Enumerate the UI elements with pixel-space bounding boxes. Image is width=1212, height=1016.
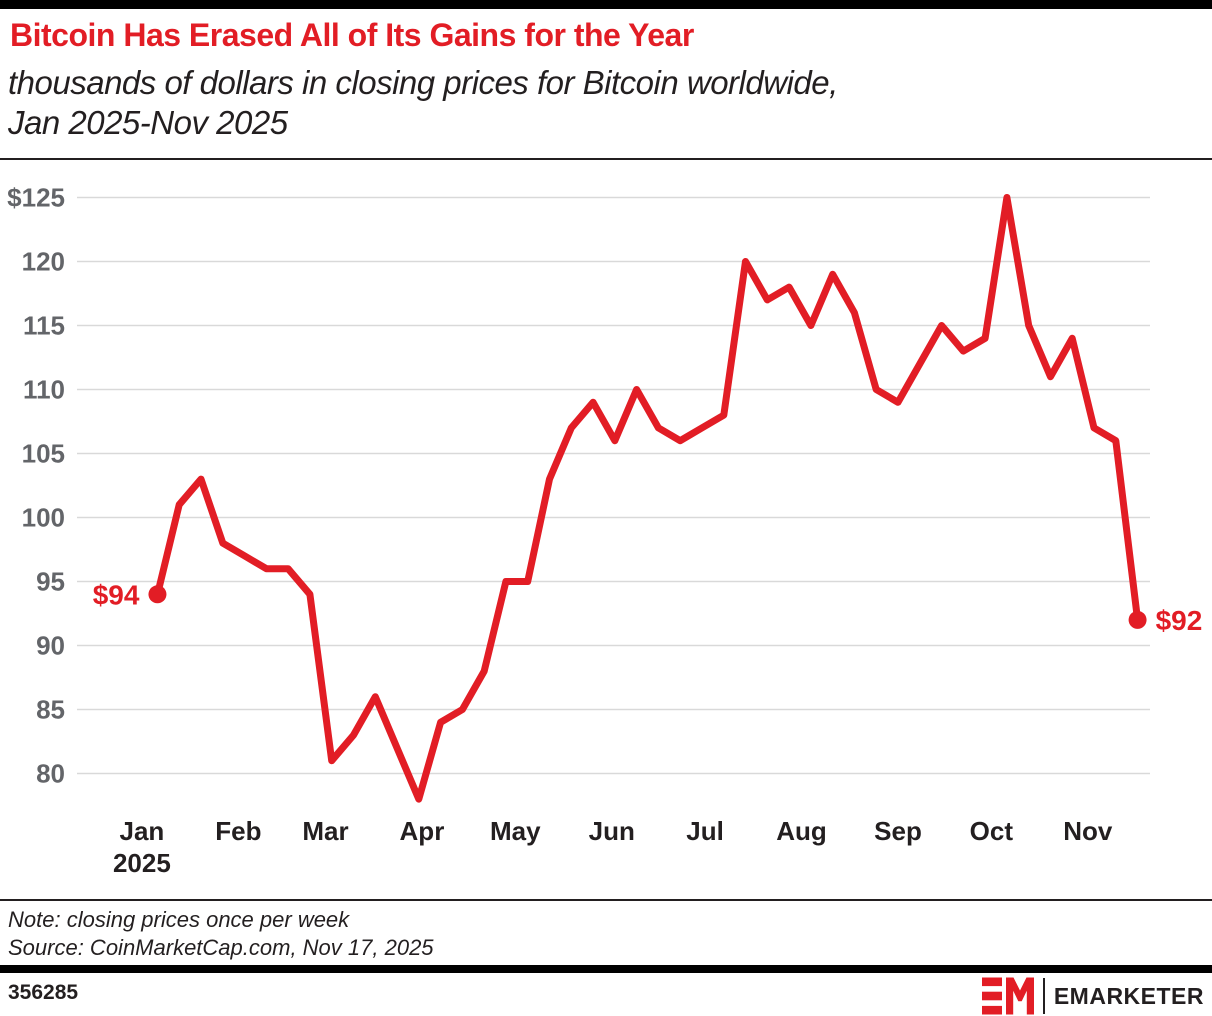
emarketer-brand-text: EMARKETER (1053, 982, 1204, 1009)
price-line (154, 194, 1142, 803)
footer-black-bar (0, 965, 1212, 973)
y-axis-tick-label: 105 (22, 439, 65, 469)
x-axis-year-label: 2025 (113, 848, 171, 878)
note-divider (0, 899, 1212, 901)
y-axis-tick-label: 100 (22, 503, 65, 533)
y-axis-tick-label: 90 (36, 631, 65, 661)
y-axis-tick-label: 80 (36, 759, 65, 789)
chart-subtitle: thousands of dollars in closing prices f… (8, 63, 838, 144)
y-axis-tick-label: 95 (36, 567, 65, 597)
chart-subtitle-line1: thousands of dollars in closing prices f… (8, 64, 838, 101)
chart-id-number: 356285 (8, 981, 79, 1004)
start-value-label: $94 (93, 579, 140, 610)
end-value-label: $92 (1156, 605, 1203, 636)
y-axis-tick-label: 115 (23, 311, 65, 341)
start-point-dot (148, 585, 167, 604)
y-axis-tick-label: 110 (23, 375, 65, 405)
x-axis-month-label: Sep (874, 816, 922, 846)
x-axis-month-label: Jun (589, 816, 635, 846)
x-axis-month-label: May (490, 816, 541, 846)
y-axis-tick-label: $125 (7, 183, 65, 213)
x-axis-month-label: Mar (302, 816, 348, 846)
emarketer-logo-icon (981, 977, 1034, 1015)
x-axis-month-label: Nov (1063, 816, 1113, 846)
end-point-dot (1128, 610, 1147, 629)
x-axis-month-label: Apr (400, 816, 445, 846)
y-axis-tick-label: 120 (22, 247, 65, 277)
x-axis-month-label: Aug (776, 816, 827, 846)
x-axis-month-label: Jul (686, 816, 724, 846)
header-divider (0, 158, 1212, 160)
chart-note: Note: closing prices once per week (8, 907, 350, 932)
y-axis-tick-label: 85 (36, 695, 65, 725)
chart-subtitle-line2: Jan 2025-Nov 2025 (8, 104, 288, 142)
emarketer-logo: EMARKETER (981, 977, 1204, 1015)
logo-divider-line (1042, 978, 1045, 1014)
chart-source: Source: CoinMarketCap.com, Nov 17, 2025 (8, 935, 434, 960)
top-black-bar (0, 0, 1212, 9)
x-axis-month-label: Jan (119, 816, 164, 846)
x-axis-month-label: Feb (215, 816, 261, 846)
x-axis-month-label: Oct (970, 816, 1014, 846)
chart-title: Bitcoin Has Erased All of Its Gains for … (10, 17, 694, 53)
